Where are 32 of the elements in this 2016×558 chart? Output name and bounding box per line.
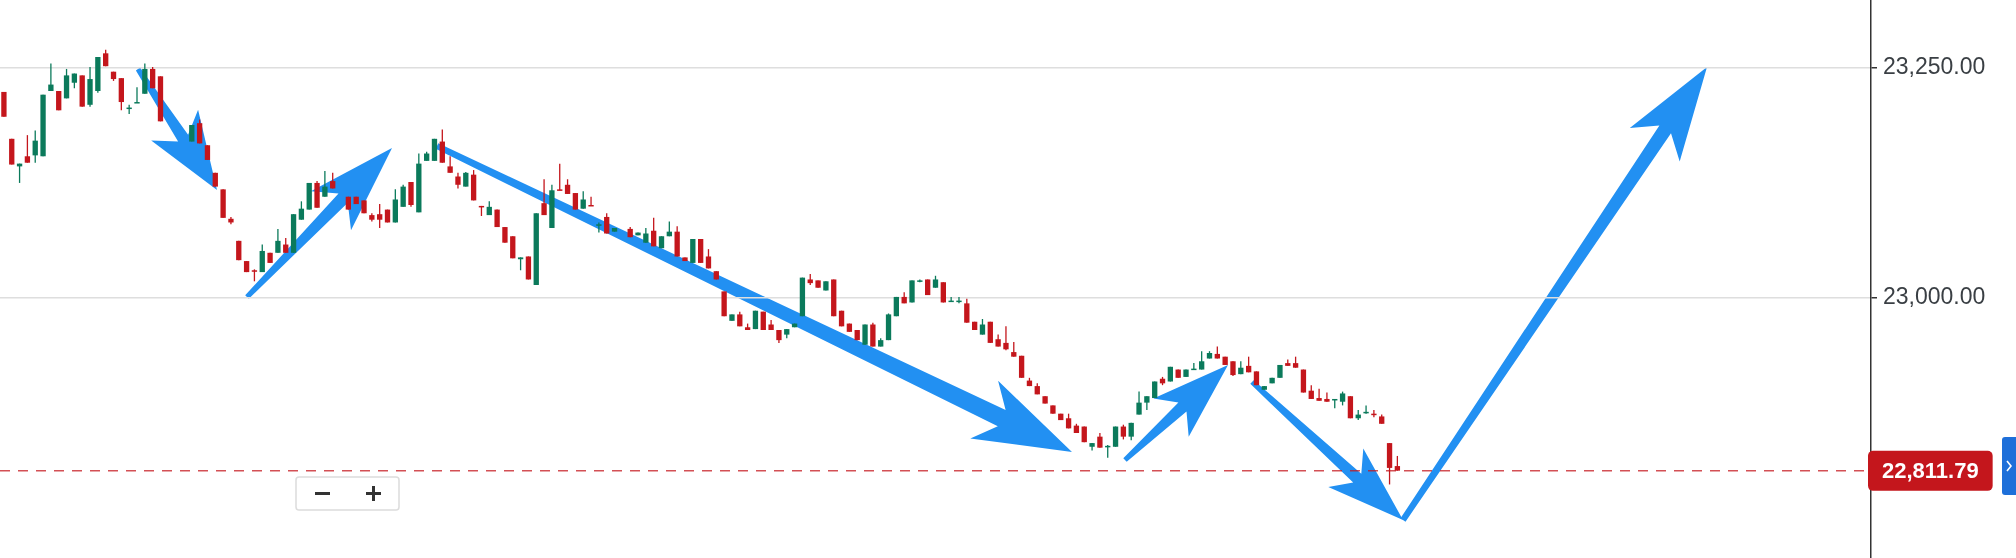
y-tick-label: 23,000.00 bbox=[1883, 283, 1986, 310]
candlestick bbox=[63, 68, 70, 100]
ref-line-label: 22,811.79 bbox=[1882, 457, 1979, 483]
candlestick bbox=[1324, 391, 1330, 403]
candlestick bbox=[651, 217, 657, 248]
candlestick bbox=[557, 162, 563, 191]
candlestick bbox=[275, 228, 281, 254]
candlestick bbox=[1199, 350, 1205, 371]
candlestick bbox=[377, 203, 383, 229]
candlestick bbox=[964, 298, 970, 324]
candlestick bbox=[322, 170, 328, 198]
candlestick bbox=[870, 322, 876, 348]
candlestick bbox=[541, 178, 547, 216]
candlestick bbox=[24, 134, 31, 164]
candlestick bbox=[298, 200, 305, 221]
candlestick bbox=[1136, 390, 1142, 416]
candlestick bbox=[439, 128, 445, 164]
candlestick bbox=[118, 77, 124, 111]
candlestick bbox=[1316, 388, 1322, 402]
candlestick bbox=[690, 238, 696, 264]
candlestick bbox=[596, 221, 602, 234]
y-tick-label: 23,250.00 bbox=[1883, 53, 1986, 80]
candlestick bbox=[48, 62, 54, 92]
candlestick bbox=[447, 155, 453, 174]
candlestick bbox=[1003, 325, 1009, 351]
candlestick bbox=[408, 181, 414, 208]
candlestick bbox=[400, 184, 406, 208]
candlestick bbox=[259, 243, 265, 273]
candlestick bbox=[392, 188, 398, 224]
candlestick bbox=[134, 86, 140, 104]
candlestick bbox=[32, 129, 38, 164]
candlestick bbox=[697, 238, 704, 264]
